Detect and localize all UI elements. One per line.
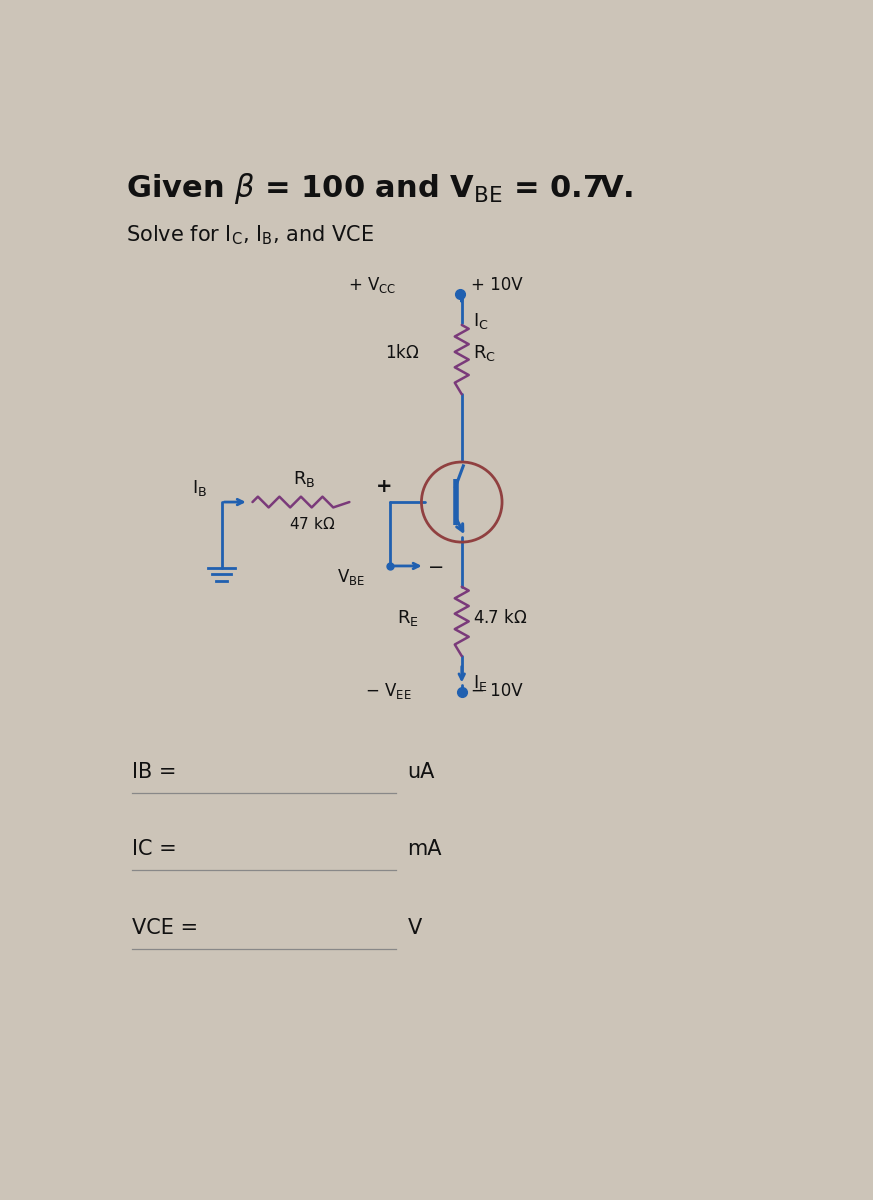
Text: I$_{\mathrm{B}}$: I$_{\mathrm{B}}$: [192, 478, 207, 498]
Text: 4.7 k$\Omega$: 4.7 k$\Omega$: [472, 608, 526, 626]
Text: − V$_{\mathrm{EE}}$: − V$_{\mathrm{EE}}$: [365, 680, 411, 701]
Text: − 10V: − 10V: [471, 682, 523, 700]
Text: Solve for I$_{\mathrm{C}}$, I$_{\mathrm{B}}$, and VCE: Solve for I$_{\mathrm{C}}$, I$_{\mathrm{…: [127, 223, 375, 247]
Text: R$_{\mathrm{C}}$: R$_{\mathrm{C}}$: [472, 343, 496, 364]
Text: V: V: [408, 918, 422, 938]
Text: +: +: [375, 478, 392, 496]
Text: 1k$\Omega$: 1k$\Omega$: [385, 344, 419, 362]
Text: IB =: IB =: [133, 762, 177, 781]
Text: + V$_{\mathrm{CC}}$: + V$_{\mathrm{CC}}$: [347, 275, 396, 295]
Text: I$_{\mathrm{E}}$: I$_{\mathrm{E}}$: [473, 673, 488, 692]
Text: + 10V: + 10V: [471, 276, 523, 294]
Text: VCE =: VCE =: [133, 918, 198, 938]
Text: R$_{\mathrm{E}}$: R$_{\mathrm{E}}$: [397, 607, 419, 628]
Text: R$_{\mathrm{B}}$: R$_{\mathrm{B}}$: [293, 469, 316, 488]
Text: V$_{\mathrm{BE}}$: V$_{\mathrm{BE}}$: [337, 566, 365, 587]
Text: uA: uA: [408, 762, 435, 781]
Text: mA: mA: [408, 839, 442, 858]
Text: Given $\beta$ = 100 and V$_{\mathrm{BE}}$ = 0.7V.: Given $\beta$ = 100 and V$_{\mathrm{BE}}…: [127, 172, 634, 206]
Text: I$_{\mathrm{C}}$: I$_{\mathrm{C}}$: [473, 311, 489, 331]
Text: 47 k$\Omega$: 47 k$\Omega$: [289, 516, 335, 532]
Text: −: −: [429, 558, 445, 577]
Text: IC =: IC =: [133, 839, 177, 858]
